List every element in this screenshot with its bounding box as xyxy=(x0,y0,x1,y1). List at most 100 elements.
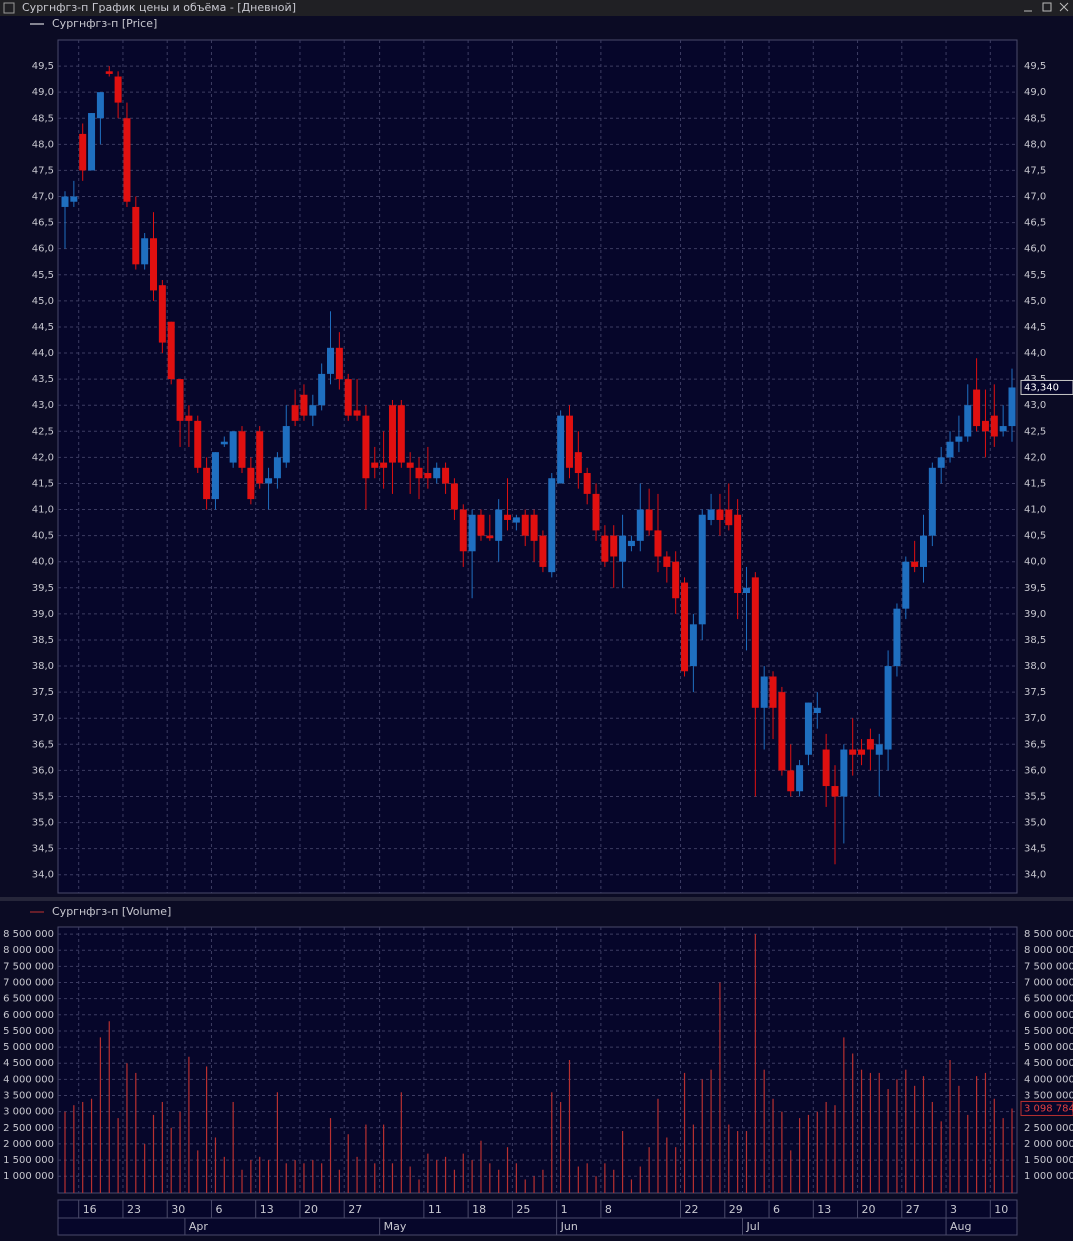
y-tick-label-right: 6 500 000 xyxy=(1024,994,1073,1005)
y-tick-label: 3 500 000 xyxy=(3,1091,54,1102)
candle-body xyxy=(919,535,927,567)
y-tick-label-right: 39,5 xyxy=(1024,583,1046,594)
y-tick-label: 34,0 xyxy=(32,870,54,881)
y-tick-label-right: 44,5 xyxy=(1024,322,1046,333)
candle-body xyxy=(955,436,963,442)
y-tick-label-right: 37,5 xyxy=(1024,687,1046,698)
close-button[interactable] xyxy=(1059,2,1069,12)
candle-body xyxy=(928,467,936,536)
y-tick-label-right: 38,0 xyxy=(1024,661,1046,672)
y-tick-label: 39,5 xyxy=(32,583,54,594)
y-tick-label: 8 000 000 xyxy=(3,945,54,956)
candle-body xyxy=(406,462,414,468)
y-tick-label: 36,5 xyxy=(32,739,54,750)
candle-body xyxy=(229,431,237,463)
y-tick-label-right: 49,5 xyxy=(1024,61,1046,72)
month-label: Jun xyxy=(560,1220,578,1233)
candle-body xyxy=(309,405,317,416)
candle-body xyxy=(592,493,600,531)
candle-body xyxy=(734,514,742,594)
candle-body xyxy=(884,666,892,750)
candle-body xyxy=(831,786,839,797)
candle-body xyxy=(548,478,556,573)
x-tick-label: 3 xyxy=(950,1203,957,1216)
x-tick-label: 13 xyxy=(260,1203,274,1216)
candle-body xyxy=(70,196,78,202)
y-tick-label-right: 49,0 xyxy=(1024,87,1046,98)
x-tick-label: 30 xyxy=(171,1203,185,1216)
y-tick-label-right: 44,0 xyxy=(1024,348,1046,359)
candle-body xyxy=(353,410,361,416)
candle-body xyxy=(442,467,450,484)
y-tick-label: 2 000 000 xyxy=(3,1139,54,1150)
y-tick-label: 36,0 xyxy=(32,765,54,776)
x-tick-label: 29 xyxy=(729,1203,743,1216)
candle-body xyxy=(96,92,104,119)
candle-body xyxy=(424,473,432,479)
y-tick-label-right: 36,0 xyxy=(1024,765,1046,776)
y-tick-label: 4 500 000 xyxy=(3,1058,54,1069)
candle-body xyxy=(627,540,635,547)
y-tick-label-right: 1 500 000 xyxy=(1024,1155,1073,1166)
candle-body xyxy=(574,452,582,474)
y-tick-label: 34,5 xyxy=(32,844,54,855)
month-label: Apr xyxy=(189,1220,209,1233)
y-tick-label: 41,0 xyxy=(32,505,54,516)
y-tick-label: 38,5 xyxy=(32,635,54,646)
y-tick-label: 4 000 000 xyxy=(3,1074,54,1085)
y-tick-label-right: 8 000 000 xyxy=(1024,945,1073,956)
y-tick-label-right: 6 000 000 xyxy=(1024,1010,1073,1021)
candle-body xyxy=(388,405,396,463)
y-tick-label-right: 35,0 xyxy=(1024,818,1046,829)
x-tick-label: 1 xyxy=(561,1203,568,1216)
x-tick-label: 13 xyxy=(817,1203,831,1216)
y-tick-label: 8 500 000 xyxy=(3,929,54,940)
candle-body xyxy=(610,535,618,557)
candle-body xyxy=(946,441,954,458)
y-tick-label: 49,0 xyxy=(32,87,54,98)
candle-body xyxy=(265,478,273,484)
y-tick-label: 45,5 xyxy=(32,270,54,281)
month-label: Aug xyxy=(950,1220,971,1233)
candle-body xyxy=(858,749,866,755)
candle-body xyxy=(964,405,972,437)
x-tick-label: 10 xyxy=(994,1203,1008,1216)
candle-body xyxy=(256,431,264,484)
x-tick-label: 11 xyxy=(428,1203,442,1216)
candle-body xyxy=(725,509,733,526)
candle-body xyxy=(132,206,140,265)
y-tick-label: 7 500 000 xyxy=(3,961,54,972)
panel-splitter[interactable] xyxy=(0,897,1073,901)
candle-body xyxy=(477,514,485,536)
candle-body xyxy=(141,238,149,265)
y-tick-label-right: 47,5 xyxy=(1024,165,1046,176)
y-tick-label: 1 500 000 xyxy=(3,1155,54,1166)
y-tick-label: 5 000 000 xyxy=(3,1042,54,1053)
candle-body xyxy=(512,517,520,523)
candle-body xyxy=(380,462,388,468)
x-tick-label: 16 xyxy=(83,1203,97,1216)
y-tick-label-right: 36,5 xyxy=(1024,739,1046,750)
candle-body xyxy=(804,702,812,755)
y-tick-label: 42,5 xyxy=(32,426,54,437)
candle-body xyxy=(875,744,883,755)
candle-body xyxy=(105,71,113,74)
volume-legend: Сургнфгз-п [Volume] xyxy=(52,905,171,918)
candle-body xyxy=(300,394,308,416)
window-title: Сургнфгз-п График цены и объёма - [Дневн… xyxy=(22,1,296,14)
candle-body xyxy=(450,483,458,510)
maximize-button[interactable] xyxy=(1042,2,1052,12)
candle-body xyxy=(840,749,848,797)
y-tick-label-right: 8 500 000 xyxy=(1024,929,1073,940)
candle-body xyxy=(123,118,131,202)
candle-body xyxy=(150,238,158,291)
candle-body xyxy=(530,514,538,541)
x-tick-label: 20 xyxy=(862,1203,876,1216)
y-tick-label-right: 5 500 000 xyxy=(1024,1026,1073,1037)
y-tick-label: 45,0 xyxy=(32,296,54,307)
candle-body xyxy=(220,441,228,445)
y-tick-label: 7 000 000 xyxy=(3,978,54,989)
candle-body xyxy=(787,770,795,792)
candle-body xyxy=(415,467,423,479)
